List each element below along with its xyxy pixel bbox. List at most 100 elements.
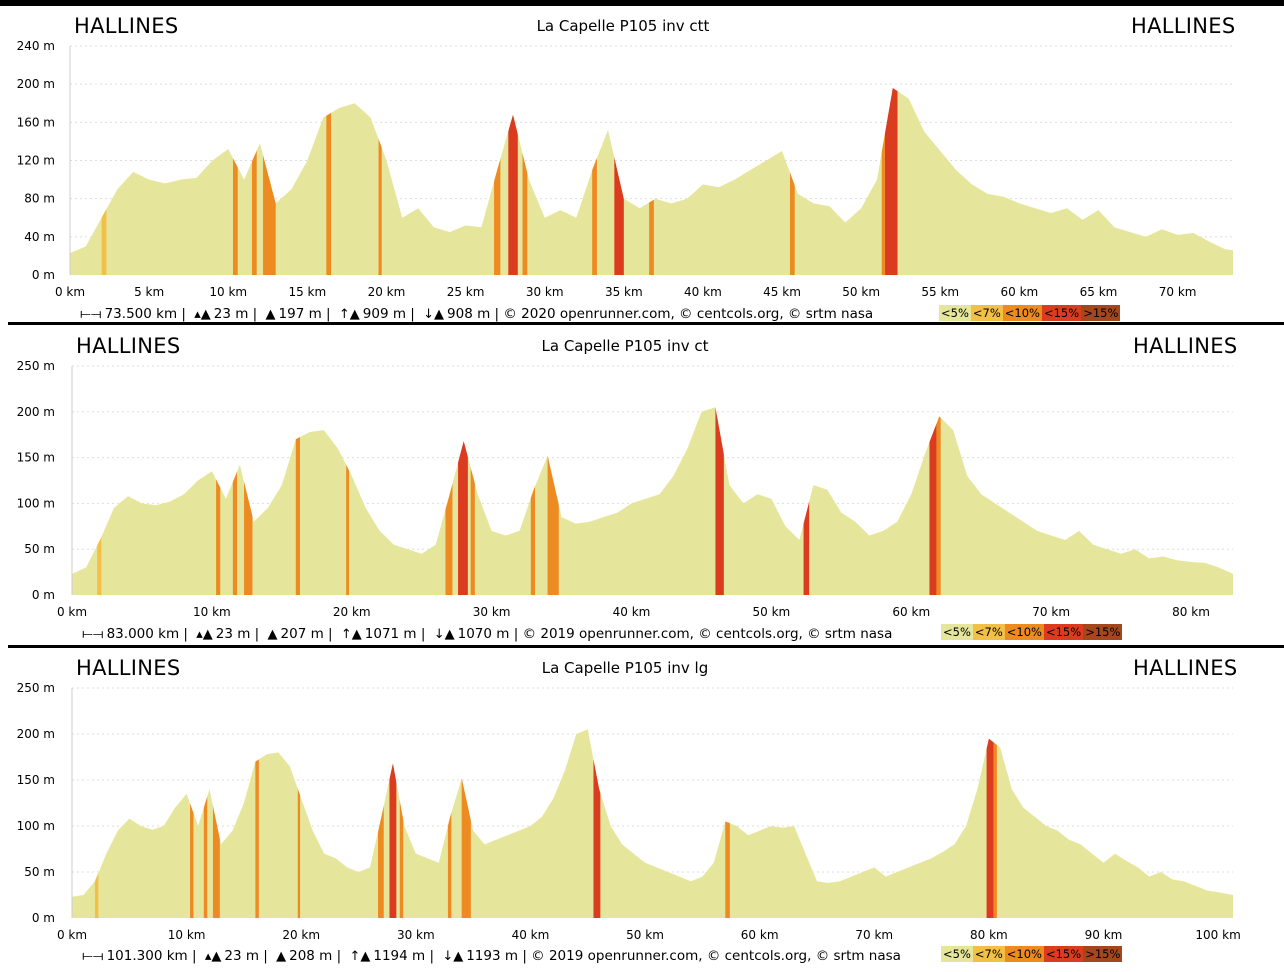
gradient-band [715,407,724,595]
gradient-band [244,407,253,595]
gradient-band [494,88,501,275]
gradient-band [593,729,601,918]
x-tick-label: 0 km [57,605,87,619]
max-altitude-value: 208 m [289,948,333,964]
legend-lt7: <7% [972,624,1005,640]
start-place-label: HALLINES [76,656,181,680]
min-altitude-value: 23 m [213,306,249,322]
gradient-band [522,88,528,275]
gradient-band [295,407,301,595]
x-tick-label: 35 km [605,285,643,299]
gradient-band [547,407,559,595]
x-tick-label: 20 km [333,605,371,619]
panel-separator [8,322,1284,325]
gradient-band [389,729,397,918]
x-tick-label: 50 km [753,605,791,619]
min-altitude-icon: ▴▲ [194,306,211,322]
y-tick-label: 100 m [17,819,55,833]
descent-value: 1193 m [466,948,519,964]
route-stats: ⟝⟞ 83.000 km | ▴▲ 23 m | ▲ 207 m | ↑▲ 10… [82,626,893,642]
x-tick-label: 10 km [209,285,247,299]
legend-lt7: <7% [970,305,1003,321]
legend-lt5: <5% [939,305,971,321]
end-place-label: HALLINES [1131,14,1236,38]
gradient-band [263,88,276,275]
legend-lt7: <7% [972,946,1005,962]
gradient-band [725,729,730,918]
x-tick-label: 40 km [684,285,722,299]
x-tick-label: 80 km [1172,605,1210,619]
y-tick-label: 50 m [24,865,55,879]
gradient-band [508,88,518,275]
y-tick-label: 100 m [17,496,55,510]
x-tick-label: 40 km [613,605,651,619]
gradient-band [884,88,898,275]
y-tick-label: 200 m [17,727,55,741]
credits: © 2019 openrunner.com, © centcols.org, ©… [522,626,893,642]
max-altitude-icon: ▲ [267,626,278,642]
legend-lt15: <15% [1041,305,1082,321]
route-stats: ⟝⟞ 101.300 km | ▴▲ 23 m | ▲ 208 m | ↑▲ 1… [82,948,901,964]
gradient-band [936,407,941,595]
min-altitude-value: 23 m [224,948,259,964]
top-border [0,0,1284,6]
gradient-legend: <5% <7% <10% <15% >15% [941,946,1123,962]
distance-icon: ⟝⟞ [82,948,104,964]
x-tick-label: 90 km [1085,928,1123,942]
x-tick-label: 55 km [921,285,959,299]
distance-value: 73.500 km [104,306,178,322]
profile-panel-ctt: HALLINES La Capelle P105 inv ctt HALLINE… [0,0,1284,322]
y-tick-label: 200 m [17,77,55,91]
gradient-band [94,729,99,918]
x-tick-label: 5 km [134,285,164,299]
gradient-band [203,729,208,918]
x-tick-label: 60 km [892,605,930,619]
gradient-band [326,88,332,275]
elevation-area [70,88,1233,275]
y-tick-label: 150 m [17,451,55,465]
elevation-chart: 0 m 40 m 80 m 120 m 160 m 200 m 240 m 0 km 5 km 1… [17,39,1233,299]
x-tick-label: 20 km [282,928,320,942]
x-tick-label: 25 km [447,285,485,299]
elevation-area [72,729,1233,918]
profile-panel-lg: HALLINES La Capelle P105 inv lg HALLINES… [0,648,1284,972]
gradient-band [993,729,997,918]
start-place-label: HALLINES [76,334,181,358]
gradient-legend: <5% <7% <10% <15% >15% [941,624,1123,640]
legend-gt15: >15% [1081,305,1121,321]
distance-value: 101.300 km [106,948,188,964]
x-tick-label: 60 km [1001,285,1039,299]
x-tick-label: 10 km [193,605,231,619]
legend-lt5: <5% [941,624,973,640]
legend-lt15: <15% [1043,946,1084,962]
gradient-band [592,88,597,275]
gradient-band [101,88,107,275]
min-altitude-icon: ▴▲ [204,948,222,964]
route-stats: ⟝⟞ 73.500 km | ▴▲ 23 m | ▲ 197 m | ↑▲ 90… [80,306,874,322]
legend-lt5: <5% [941,946,973,962]
x-tick-label: 50 km [626,928,664,942]
elevation-chart: 0 m 50 m 100 m 150 m 200 m 250 m 0 km 10 km 20 k… [17,359,1233,619]
gradient-band [297,729,301,918]
legend-gt15: >15% [1083,946,1123,962]
ascent-icon: ↑▲ [349,948,371,964]
legend-lt10: <10% [1004,946,1044,962]
y-tick-label: 50 m [24,542,55,556]
gradient-band [346,407,349,595]
legend-lt10: <10% [1004,624,1044,640]
min-altitude-value: 23 m [215,626,251,642]
y-tick-label: 160 m [17,115,55,129]
y-tick-label: 0 m [32,588,55,602]
y-tick-label: 200 m [17,405,55,419]
chart-title: La Capelle P105 inv ctt [536,17,710,35]
descent-icon: ↓▲ [442,948,464,964]
gradient-band [399,729,404,918]
x-tick-label: 20 km [368,285,406,299]
legend-lt15: <15% [1043,624,1084,640]
y-tick-label: 150 m [17,773,55,787]
gradient-band [232,88,238,275]
ascent-icon: ↑▲ [340,626,362,642]
gradient-band [929,407,937,595]
ascent-icon: ↑▲ [338,306,360,322]
gradient-band [458,407,468,595]
